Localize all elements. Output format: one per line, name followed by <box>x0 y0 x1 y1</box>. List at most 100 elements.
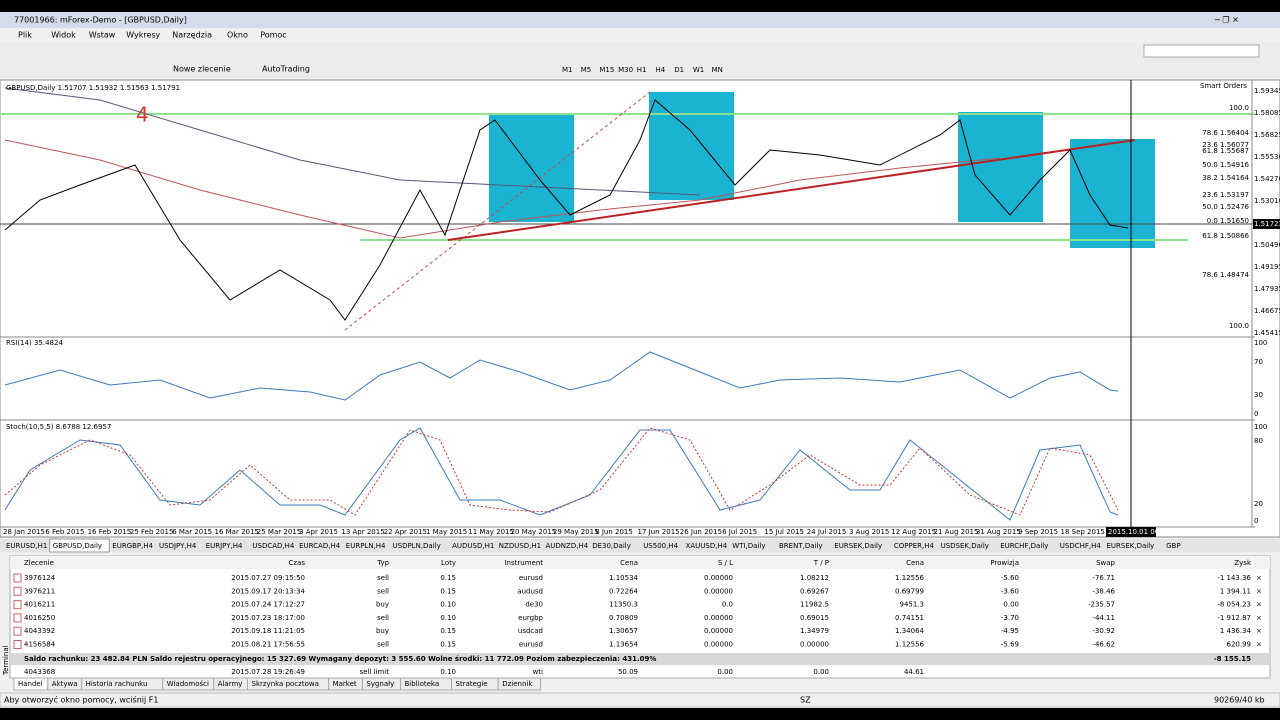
chart-tab[interactable]: GBPUSD,Daily <box>53 542 102 550</box>
chart-tab[interactable]: EURJPY,H4 <box>206 542 243 550</box>
chart-tab[interactable]: XAUUSD,H4 <box>686 542 728 550</box>
table-cell[interactable]: -38.46 <box>1092 587 1115 595</box>
table-cell[interactable]: 1.10534 <box>609 574 638 582</box>
table-cell[interactable]: 0.00 <box>813 668 829 676</box>
column-header[interactable]: Cena <box>620 559 638 567</box>
bottom-tab-label[interactable]: Skrzynka pocztowa <box>252 680 319 688</box>
bottom-tab-label[interactable]: Alarmy <box>218 680 243 688</box>
table-cell[interactable]: eurgbp <box>518 614 543 622</box>
table-cell[interactable]: -235.57 <box>1088 601 1115 609</box>
table-cell[interactable]: 1 436.34 <box>1220 627 1252 635</box>
timeframe[interactable]: W1 <box>693 66 704 74</box>
table-cell[interactable]: 0.00 <box>717 668 733 676</box>
table-cell[interactable]: buy <box>376 601 389 609</box>
table-cell[interactable]: 0.74151 <box>895 614 924 622</box>
menu-item[interactable]: Plik <box>18 31 32 40</box>
table-cell[interactable]: 0.0 <box>722 601 733 609</box>
chart-tab[interactable]: AUDNZD,H4 <box>546 542 589 550</box>
table-cell[interactable]: 0.15 <box>440 587 456 595</box>
column-header[interactable]: Typ <box>376 559 389 567</box>
table-cell[interactable]: 1.08212 <box>800 574 829 582</box>
table-cell[interactable]: de30 <box>525 601 543 609</box>
table-cell[interactable]: -5.69 <box>1001 641 1019 649</box>
column-header[interactable]: Cena <box>906 559 924 567</box>
table-cell[interactable]: -30.92 <box>1092 627 1115 635</box>
column-header[interactable]: S / L <box>718 559 733 567</box>
chart-tab[interactable]: US500,H4 <box>643 542 678 550</box>
table-cell[interactable]: 0.69015 <box>800 614 829 622</box>
close-order[interactable]: × <box>1256 601 1262 609</box>
table-cell[interactable]: 4016211 <box>24 601 55 609</box>
table-cell[interactable]: -1 143.36 <box>1217 574 1251 582</box>
table-cell[interactable]: 1.34979 <box>800 627 829 635</box>
table-cell[interactable]: sell <box>377 574 389 582</box>
table-cell[interactable]: -3.60 <box>1001 587 1019 595</box>
menu-item[interactable]: Wykresy <box>126 31 160 40</box>
column-header[interactable]: Loty <box>441 559 456 567</box>
column-header[interactable]: Instrument <box>504 559 543 567</box>
timeframe[interactable]: M5 <box>581 66 592 74</box>
timeframe[interactable]: M15 <box>599 66 614 74</box>
chart-tab[interactable]: EURGBP,H4 <box>112 542 153 550</box>
chart-tab[interactable]: COPPER,H4 <box>894 542 935 550</box>
timeframe[interactable]: H1 <box>637 66 647 74</box>
table-cell[interactable]: 11982.5 <box>800 601 829 609</box>
table-cell[interactable]: 0.00000 <box>704 587 733 595</box>
table-cell[interactable]: 4043392 <box>24 627 55 635</box>
column-header[interactable]: Czas <box>289 559 306 567</box>
table-cell[interactable]: 4156584 <box>24 641 56 649</box>
table-cell[interactable]: 0.00 <box>1003 601 1019 609</box>
column-header[interactable]: Swap <box>1096 559 1115 567</box>
bottom-tab-label[interactable]: Wiadomości <box>167 680 209 688</box>
table-cell[interactable]: 0.00000 <box>704 614 733 622</box>
table-cell[interactable]: 0.10 <box>440 601 456 609</box>
bottom-tab-label[interactable]: Strategie <box>456 680 488 688</box>
table-cell[interactable]: eurusd <box>519 574 543 582</box>
bottom-tab-label[interactable]: Biblioteka <box>405 680 440 688</box>
table-cell[interactable]: 0.15 <box>440 574 456 582</box>
table-cell[interactable]: -5.60 <box>1001 574 1019 582</box>
table-cell[interactable]: 2015.07.23 18:17:00 <box>231 614 305 622</box>
close-order[interactable]: × <box>1256 574 1262 582</box>
table-cell[interactable]: -3.70 <box>1001 614 1019 622</box>
table-cell[interactable]: 4043368 <box>24 668 55 676</box>
table-cell[interactable]: 2015.07.28 19:26:49 <box>231 668 305 676</box>
table-cell[interactable]: 3976211 <box>24 587 55 595</box>
timeframe[interactable]: D1 <box>674 66 684 74</box>
table-cell[interactable]: 2015.09.17 20:13:34 <box>231 587 305 595</box>
chart-tab[interactable]: USDCHF,H4 <box>1060 542 1102 550</box>
table-cell[interactable]: 0.00000 <box>704 641 733 649</box>
table-cell[interactable]: 9451.3 <box>900 601 925 609</box>
chart-tab[interactable]: WTI,Daily <box>732 542 765 550</box>
table-cell[interactable]: 11350.3 <box>609 601 638 609</box>
column-header[interactable]: T / P <box>813 559 829 567</box>
table-cell[interactable]: 1.13654 <box>609 641 638 649</box>
close-order[interactable]: × <box>1256 587 1262 595</box>
table-cell[interactable]: 0.10 <box>440 668 456 676</box>
chart-tab[interactable]: USDSEK,Daily <box>941 542 989 550</box>
chart-tab[interactable]: GBP <box>1166 542 1180 550</box>
table-cell[interactable]: sell <box>377 614 389 622</box>
table-cell[interactable]: 2015.08.21 17:56:55 <box>231 641 305 649</box>
timeframe[interactable]: MN <box>712 66 723 74</box>
table-cell[interactable]: sell <box>377 587 389 595</box>
table-cell[interactable]: 2015.07.24 17:12:27 <box>231 601 305 609</box>
table-cell[interactable]: 1 394.11 <box>1220 587 1251 595</box>
table-cell[interactable]: -4.95 <box>1001 627 1019 635</box>
toolbar-button[interactable]: Nowe zlecenie <box>173 65 231 74</box>
table-cell[interactable]: 4016250 <box>24 614 55 622</box>
chart-tab[interactable]: EURSEK,Daily <box>834 542 882 550</box>
bottom-tab-label[interactable]: Market <box>333 680 357 688</box>
table-cell[interactable]: -44.11 <box>1092 614 1115 622</box>
table-cell[interactable]: 0.15 <box>440 641 456 649</box>
table-cell[interactable]: 0.00000 <box>704 574 733 582</box>
chart-tab[interactable]: USDPLN,Daily <box>393 542 441 550</box>
table-cell[interactable]: sell <box>377 641 389 649</box>
menu-item[interactable]: Okno <box>227 31 248 40</box>
timeframe[interactable]: M1 <box>562 66 573 74</box>
table-cell[interactable]: 1.12556 <box>895 641 924 649</box>
table-cell[interactable]: 0.70809 <box>609 614 638 622</box>
chart-tab[interactable]: EURCAD,H4 <box>299 542 341 550</box>
chart-tab[interactable]: BRENT,Daily <box>779 542 823 550</box>
table-cell[interactable]: 620.99 <box>1227 641 1252 649</box>
